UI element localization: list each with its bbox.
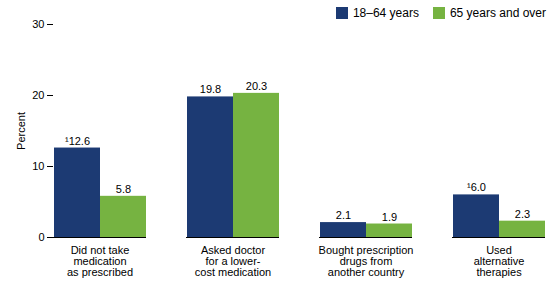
svg-text:¹12.6: ¹12.6: [65, 135, 90, 147]
svg-text:Asked doctorfor a lower-cost m: Asked doctorfor a lower-cost medication: [195, 244, 271, 278]
svg-text:¹6.0: ¹6.0: [467, 181, 486, 193]
svg-text:5.8: 5.8: [116, 183, 131, 195]
svg-text:1.9: 1.9: [382, 211, 397, 223]
svg-text:2.3: 2.3: [515, 208, 530, 220]
html-text:65 years and over: 65 years and over: [449, 6, 546, 20]
svg-text:2.1: 2.1: [336, 209, 351, 221]
svg-text:Did not takemedicationas presc: Did not takemedicationas prescribed: [67, 244, 133, 278]
svg-text:Percent: Percent: [15, 112, 27, 150]
html-text:18–64 years: 18–64 years: [352, 6, 419, 20]
svg-text:10: 10: [32, 160, 44, 172]
svg-text:Bought prescriptiondrugs froma: Bought prescriptiondrugs fromanother cou…: [319, 244, 414, 278]
svg-text:30: 30: [32, 18, 44, 30]
svg-text:19.8: 19.8: [200, 83, 221, 95]
svg-text:20.3: 20.3: [246, 80, 267, 92]
svg-text:Usedalternativetherapies: Usedalternativetherapies: [474, 244, 525, 278]
svg-text:20: 20: [32, 89, 44, 101]
svg-text:0: 0: [38, 231, 44, 243]
